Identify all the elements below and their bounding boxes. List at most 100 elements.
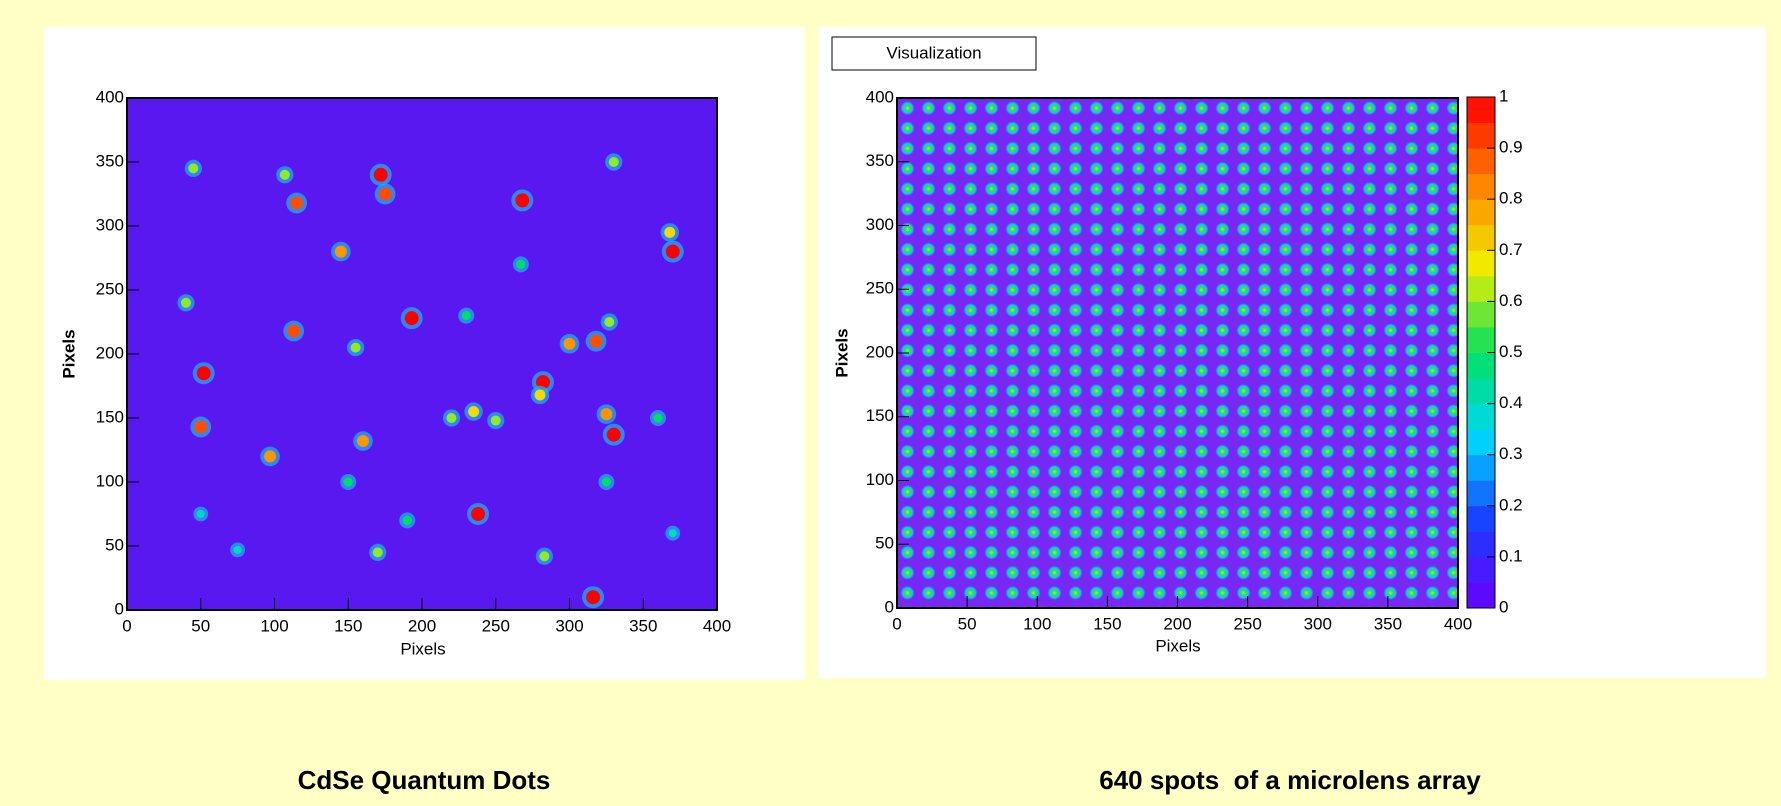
z-tick-label: 0.9 [1499, 138, 1523, 157]
spot [602, 478, 611, 487]
spot [609, 157, 619, 167]
x-tick-label: 250 [482, 616, 510, 635]
y-tick-label: 150 [96, 407, 124, 426]
colorbar-cell [1467, 174, 1495, 200]
y-tick-label: 0 [115, 599, 124, 618]
spot [280, 170, 290, 180]
spot [194, 420, 207, 433]
y-tick-label: 100 [96, 471, 124, 490]
colorbar-cell [1467, 353, 1495, 379]
y-tick-label: 50 [875, 534, 894, 553]
z-tick-label: 0 [1499, 597, 1508, 616]
colorbar-cell [1467, 250, 1495, 276]
y-tick-label: 350 [866, 151, 894, 170]
y-tick-label: 200 [866, 342, 894, 361]
spot [654, 414, 663, 423]
spot [666, 245, 680, 259]
spot [468, 406, 479, 417]
x-tick-label: 100 [260, 616, 288, 635]
x-tick-label: 50 [191, 616, 210, 635]
x-tick-label: 0 [122, 616, 131, 635]
spot [604, 317, 614, 327]
y-tick-label: 100 [866, 470, 894, 489]
spot [447, 413, 457, 423]
y-tick-label: 300 [866, 215, 894, 234]
x-tick-label: 200 [1163, 614, 1191, 633]
y-tick-label: 400 [96, 87, 124, 106]
spot [664, 227, 675, 238]
plot-area [127, 98, 717, 610]
x-tick-label: 0 [892, 614, 901, 633]
spot [197, 366, 211, 380]
z-tick-label: 1 [1499, 86, 1508, 105]
spot [564, 338, 576, 350]
x-axis-label: Pixels [400, 639, 445, 658]
spot [669, 529, 677, 537]
z-tick-label: 0.5 [1499, 342, 1523, 361]
spot [351, 343, 361, 353]
spot [181, 298, 191, 308]
colorbar-cell [1467, 301, 1495, 327]
spot [403, 516, 412, 525]
spot [374, 168, 388, 182]
x-tick-label: 350 [629, 616, 657, 635]
spot [234, 546, 242, 554]
spot [357, 435, 369, 447]
colorbar-cell [1467, 404, 1495, 430]
spot [600, 408, 612, 420]
y-axis-label: Pixels [832, 328, 851, 377]
y-tick-label: 200 [96, 343, 124, 362]
y-tick-label: 350 [96, 151, 124, 170]
spot [491, 416, 501, 426]
y-tick-label: 250 [96, 279, 124, 298]
colorbar-cell [1467, 455, 1495, 481]
spot [405, 311, 419, 325]
colorbar-cell [1467, 123, 1495, 149]
colorbar-cell [1467, 480, 1495, 506]
spot [471, 507, 485, 521]
x-axis-label: Pixels [1155, 636, 1200, 655]
z-tick-label: 0.2 [1499, 495, 1523, 514]
x-tick-label: 300 [555, 616, 583, 635]
y-tick-label: 250 [866, 279, 894, 298]
lens-spots [897, 98, 1458, 608]
z-tick-label: 0.7 [1499, 240, 1523, 259]
x-tick-label: 100 [1023, 614, 1051, 633]
spot [188, 163, 198, 173]
colorbar-cell [1467, 327, 1495, 353]
y-tick-label: 150 [866, 406, 894, 425]
z-tick-label: 0.1 [1499, 546, 1523, 565]
spot [335, 246, 347, 258]
z-tick-label: 0.3 [1499, 444, 1523, 463]
spot [515, 193, 529, 207]
y-tick-label: 300 [96, 215, 124, 234]
x-tick-label: 200 [408, 616, 436, 635]
colorbar-cell [1467, 225, 1495, 251]
spot [539, 551, 549, 561]
colorbar-cell [1467, 557, 1495, 583]
z-tick-label: 0.8 [1499, 189, 1523, 208]
x-tick-label: 150 [334, 616, 362, 635]
colorbar-cell [1467, 531, 1495, 557]
figure: Visualization Pixels Pixels Pixels Pixel… [0, 0, 1781, 806]
spot [287, 324, 300, 337]
colorbar-cell [1467, 148, 1495, 174]
x-tick-label: 250 [1233, 614, 1261, 633]
spot [373, 547, 383, 557]
spot [516, 260, 525, 269]
colorbar-cell [1467, 276, 1495, 302]
x-tick-label: 350 [1374, 614, 1402, 633]
colorbar-cell [1467, 199, 1495, 225]
z-tick-label: 0.4 [1499, 393, 1523, 412]
x-tick-label: 400 [703, 616, 731, 635]
spot [590, 335, 603, 348]
y-tick-label: 400 [866, 87, 894, 106]
y-axis-label: Pixels [59, 329, 78, 378]
spot [586, 590, 600, 604]
x-tick-label: 50 [958, 614, 977, 633]
spot [379, 188, 392, 201]
colorbar-cell [1467, 429, 1495, 455]
y-tick-label: 50 [105, 535, 124, 554]
spot [344, 478, 353, 487]
chart-title: Visualization [886, 43, 981, 62]
